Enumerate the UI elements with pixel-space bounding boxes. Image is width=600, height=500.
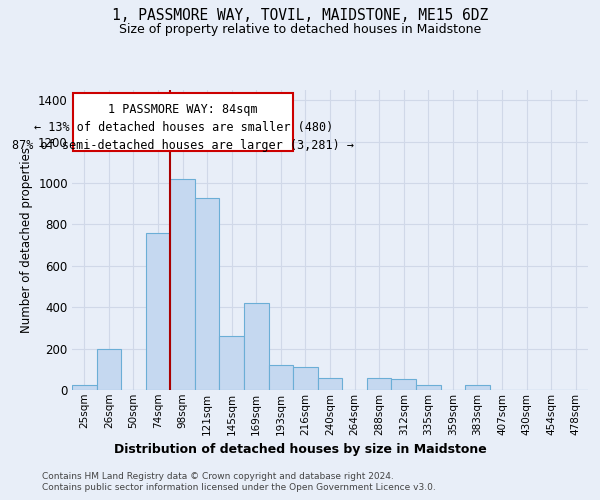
Bar (146, 233, 170, 390)
Bar (318, 378, 342, 390)
Text: 1 PASSMORE WAY: 84sqm: 1 PASSMORE WAY: 84sqm (109, 103, 258, 116)
Bar (170, 179, 195, 390)
Text: Contains public sector information licensed under the Open Government Licence v3: Contains public sector information licen… (42, 484, 436, 492)
Bar (465, 385, 490, 390)
Bar (97, 348, 121, 390)
Bar (416, 385, 440, 390)
Bar (367, 378, 391, 390)
Text: ← 13% of detached houses are smaller (480): ← 13% of detached houses are smaller (48… (34, 121, 333, 134)
Bar (195, 198, 220, 390)
Text: Size of property relative to detached houses in Maidstone: Size of property relative to detached ho… (119, 22, 481, 36)
Bar (220, 336, 244, 390)
Y-axis label: Number of detached properties: Number of detached properties (20, 147, 32, 333)
Bar (72, 385, 97, 390)
Bar (269, 365, 293, 390)
Text: 87% of semi-detached houses are larger (3,281) →: 87% of semi-detached houses are larger (… (12, 140, 354, 152)
Bar (391, 378, 416, 390)
Bar (244, 303, 269, 390)
Bar (73, 93, 293, 151)
Text: Distribution of detached houses by size in Maidstone: Distribution of detached houses by size … (113, 442, 487, 456)
Bar (293, 367, 318, 390)
Text: Contains HM Land Registry data © Crown copyright and database right 2024.: Contains HM Land Registry data © Crown c… (42, 472, 394, 481)
Text: 1, PASSMORE WAY, TOVIL, MAIDSTONE, ME15 6DZ: 1, PASSMORE WAY, TOVIL, MAIDSTONE, ME15 … (112, 8, 488, 22)
